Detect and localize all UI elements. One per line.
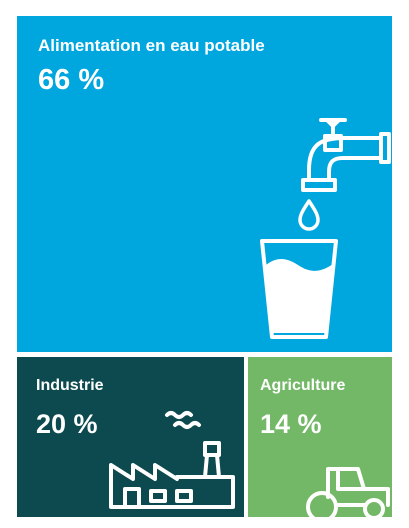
factory-icon (109, 411, 235, 509)
tile-label-drinking-water: Alimentation en eau potable (38, 36, 265, 55)
water-tap-icon (301, 118, 391, 192)
tile-label-industry: Industrie (36, 377, 104, 394)
tile-label-agriculture: Agriculture (260, 377, 346, 394)
water-drop-icon (298, 199, 320, 231)
tile-agriculture: Agriculture 14 % (248, 357, 392, 517)
tile-drinking-water: Alimentation en eau potable 66 % (17, 16, 392, 352)
tile-industry: Industrie 20 % (17, 357, 244, 517)
tile-value-drinking-water: 66 % (38, 64, 105, 96)
tractor-icon (306, 467, 390, 517)
tile-value-industry: 20 % (36, 409, 98, 439)
tile-value-agriculture: 14 % (260, 409, 322, 439)
glass-icon (260, 239, 338, 339)
